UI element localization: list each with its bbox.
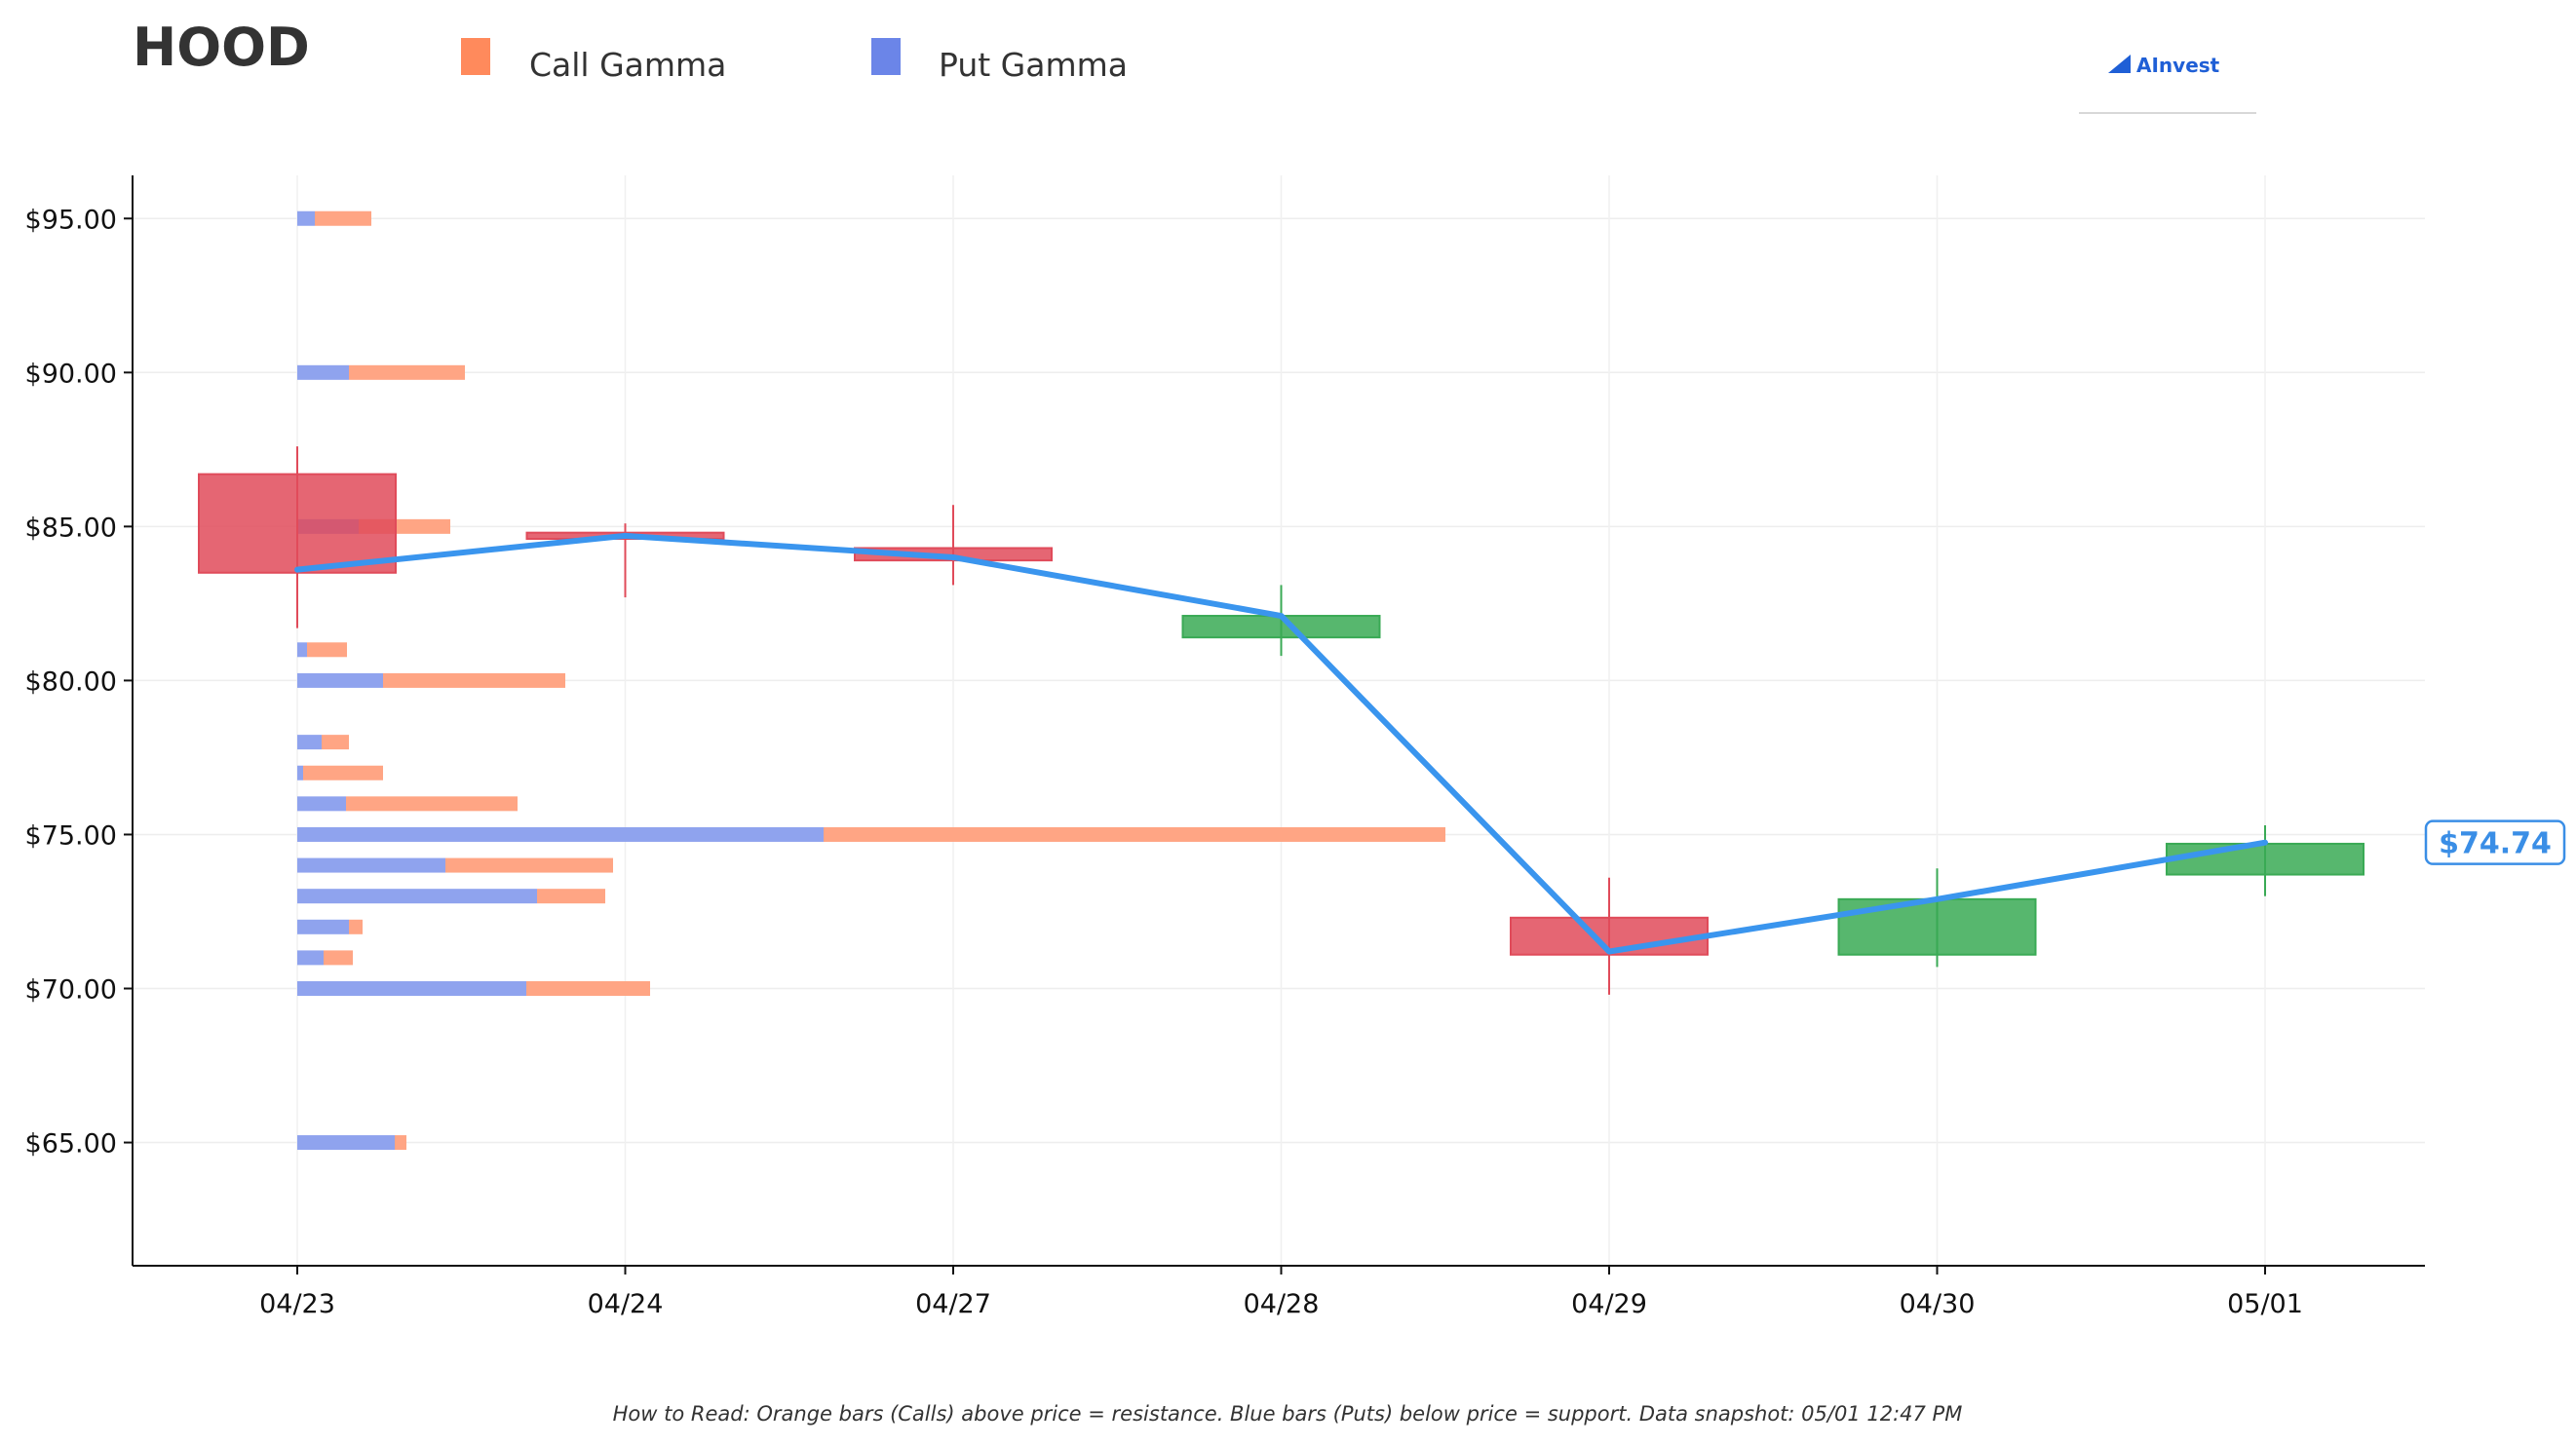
gamma-bar-put [297, 857, 445, 873]
gamma-bar-call [324, 950, 353, 966]
gamma-bar-call [349, 919, 363, 934]
y-tick-label: $85.00 [25, 513, 117, 543]
gamma-bar-call [824, 826, 1445, 842]
ticker-title: HOOD [133, 17, 310, 78]
gamma-bar-call [445, 857, 613, 873]
brand-logo: AInvest [2079, 54, 2256, 114]
legend-swatch-call [461, 38, 490, 75]
gamma-bar-call [346, 796, 518, 812]
y-tick-label: $70.00 [25, 975, 117, 1006]
gamma-bar-call [383, 672, 565, 688]
gamma-bar-put [297, 919, 349, 934]
tick-labels: $65.00 $70.00 $75.00 $80.00 $85.00 $90.00 $95.… [25, 205, 2303, 1319]
x-tick-label: 04/29 [1571, 1289, 1647, 1319]
brand-chart-icon [2108, 55, 2131, 73]
x-tick-label: 04/23 [259, 1289, 335, 1319]
gamma-bar-call [349, 364, 465, 380]
close-price-line [294, 532, 2268, 955]
gamma-bar-put [297, 1135, 395, 1151]
gamma-bar-put [297, 826, 824, 842]
gamma-bar-call [395, 1135, 406, 1151]
brand-name: AInvest [2136, 54, 2220, 77]
gamma-bar-put [297, 950, 324, 966]
y-tick-label: $90.00 [25, 359, 117, 389]
legend-swatch-put [871, 38, 901, 75]
gamma-bar-call [537, 889, 605, 904]
gamma-bar-put [297, 796, 346, 812]
y-tick-label: $75.00 [25, 820, 117, 851]
x-tick-label: 04/27 [915, 1289, 991, 1319]
gamma-bar-put [297, 981, 526, 997]
candlesticks [198, 446, 2365, 995]
x-tick-label: 04/24 [588, 1289, 664, 1319]
legend: Call Gamma Put Gamma [461, 38, 1128, 84]
gamma-bar-put [297, 642, 307, 658]
last-price-box [2424, 819, 2566, 865]
gamma-bar-put [297, 364, 349, 380]
gamma-bar-call [303, 765, 383, 780]
last-price-label: $74.74 [2439, 827, 2552, 861]
x-tick-label: 04/30 [1900, 1289, 1976, 1319]
y-tick-label: $95.00 [25, 205, 117, 235]
gamma-bar-put [297, 735, 322, 750]
y-tick-label: $65.00 [25, 1129, 117, 1160]
legend-label-call: Call Gamma [529, 46, 726, 84]
candle-body [2166, 842, 2365, 876]
gamma-bar-put [297, 672, 383, 688]
last-price-tag: $74.74 [2424, 819, 2566, 865]
candle-body [198, 473, 397, 574]
axes [132, 175, 2425, 1267]
close-line-path [294, 532, 2268, 955]
gamma-bar-put [297, 889, 537, 904]
grid [133, 175, 2425, 1266]
y-tick-label: $80.00 [25, 666, 117, 697]
gamma-bar-call [307, 642, 347, 658]
gamma-bar-put [297, 210, 315, 226]
x-tick-label: 05/01 [2227, 1289, 2303, 1319]
gamma-bar-call [526, 981, 650, 997]
x-tick-label: 04/28 [1244, 1289, 1320, 1319]
legend-label-put: Put Gamma [939, 46, 1128, 84]
gamma-bar-call [315, 210, 371, 226]
footer-note: How to Read: Orange bars (Calls) above p… [613, 1402, 1963, 1426]
gamma-bar-call [322, 735, 349, 750]
gamma-bar-put [297, 765, 303, 780]
